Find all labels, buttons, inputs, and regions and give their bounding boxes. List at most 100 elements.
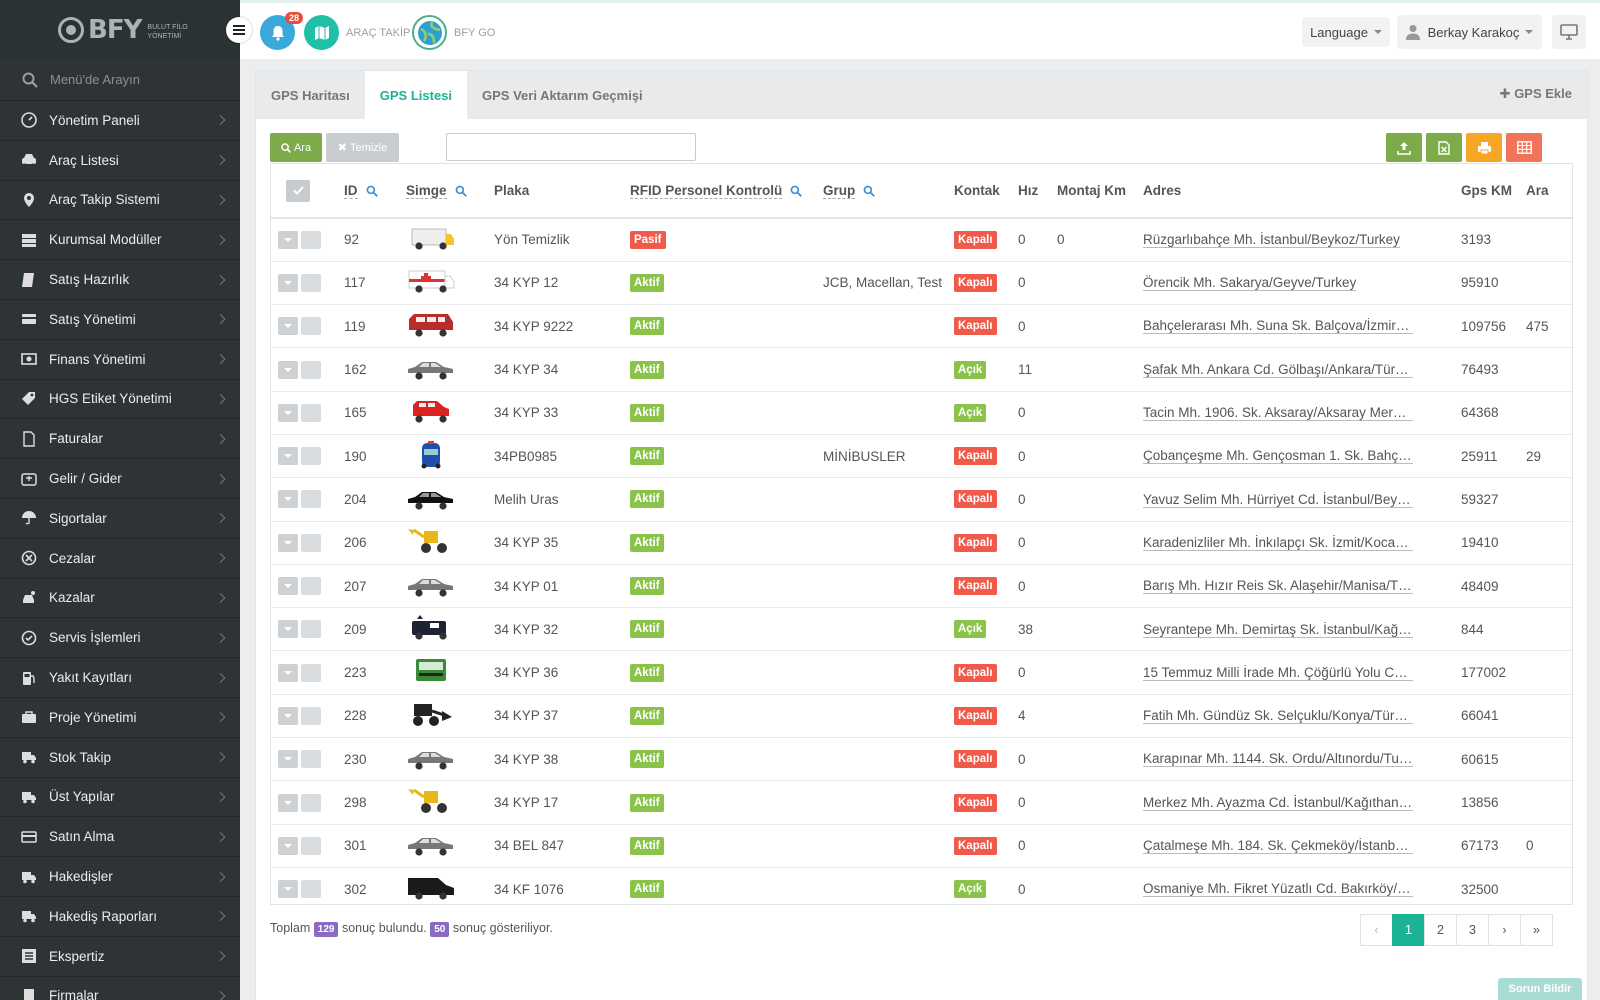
sidebar-item[interactable]: Servis İşlemleri — [0, 618, 240, 659]
row-select-checkbox[interactable] — [301, 706, 321, 725]
report-issue-button[interactable]: Sorun Bildir — [1498, 978, 1582, 1000]
row-actions-dropdown[interactable] — [278, 663, 298, 682]
tab-gps-list[interactable]: GPS Listesi — [364, 71, 468, 119]
sidebar-item[interactable]: Yönetim Paneli — [0, 101, 240, 141]
export-excel-button[interactable] — [1426, 133, 1462, 162]
row-select-checkbox[interactable] — [301, 273, 321, 292]
next-page-button[interactable]: › — [1488, 914, 1521, 946]
row-actions-dropdown[interactable] — [278, 360, 298, 379]
page-2-button[interactable]: 2 — [1424, 914, 1457, 946]
sidebar-item[interactable]: Araç Takip Sistemi — [0, 181, 240, 221]
row-actions-dropdown[interactable] — [278, 577, 298, 596]
tab-gps-map[interactable]: GPS Haritası — [271, 87, 350, 103]
sidebar-item[interactable]: Proje Yönetimi — [0, 698, 240, 738]
search-icon[interactable] — [863, 185, 876, 198]
sidebar-item[interactable]: Satış Yönetimi — [0, 300, 240, 340]
col-speed[interactable]: Hız — [1011, 164, 1050, 219]
vehicle-tracking-button[interactable] — [304, 15, 339, 50]
upload-button[interactable] — [1386, 133, 1422, 162]
row-select-checkbox[interactable] — [301, 793, 321, 812]
row-actions-dropdown[interactable] — [278, 273, 298, 292]
row-select-checkbox[interactable] — [301, 663, 321, 682]
search-button[interactable]: Ara — [270, 133, 322, 162]
col-mount-km[interactable]: Montaj Km — [1050, 164, 1136, 219]
sidebar-item[interactable]: Satın Alma — [0, 817, 240, 858]
menu-toggle-button[interactable] — [226, 17, 252, 43]
col-icon[interactable]: Simge — [399, 164, 487, 219]
row-select-checkbox[interactable] — [301, 230, 321, 249]
col-gps-km[interactable]: Gps KM — [1454, 164, 1519, 219]
address-link[interactable]: Barış Mh. Hızır Reis Sk. Alaşehir/Manisa… — [1143, 578, 1413, 595]
table-row[interactable]: 204 Melih Uras Aktif Kapalı 0 Yavuz Selim Mh.… — [271, 477, 1572, 522]
table-row[interactable]: 206 34 KYP 35 Aktif Kapalı 0 Karadenizliler M… — [271, 521, 1572, 565]
vehicle-tracking-link[interactable]: ARAÇ TAKİP — [346, 27, 411, 39]
sidebar-item[interactable]: Araç Listesi — [0, 141, 240, 181]
table-row[interactable]: 230 34 KYP 38 Aktif Kapalı 0 Karapınar Mh. 11… — [271, 737, 1572, 782]
add-gps-button[interactable]: ✚ GPS Ekle — [1500, 86, 1572, 102]
address-link[interactable]: Merkez Mh. Ayazma Cd. İstanbul/Kağıthane… — [1143, 795, 1413, 811]
row-select-checkbox[interactable] — [301, 750, 321, 769]
sidebar-item[interactable]: Üst Yapılar — [0, 778, 240, 818]
gps-table-container[interactable]: ID Simge Plaka RFID Personel Kontrolü Gr… — [270, 163, 1573, 905]
select-all-checkbox[interactable] — [286, 179, 310, 202]
row-select-checkbox[interactable] — [301, 360, 321, 379]
table-row[interactable]: 190 34PB0985 Aktif MİNİBUSLER Kapalı 0 Çobançe… — [271, 434, 1572, 479]
table-row[interactable]: 209 34 KYP 32 Aktif Açık 38 Seyrantepe Mh. De… — [271, 607, 1572, 652]
address-link[interactable]: Fatih Mh. Gündüz Sk. Selçuklu/Konya/Türk… — [1143, 708, 1413, 725]
address-link[interactable]: Karadenizliler Mh. İnkılapçı Sk. İzmit/K… — [1143, 534, 1413, 551]
row-actions-dropdown[interactable] — [278, 533, 298, 552]
sidebar-item[interactable]: Stok Takip — [0, 738, 240, 778]
sidebar-item[interactable]: Gelir / Gider — [0, 459, 240, 499]
sidebar-item[interactable]: Yakıt Kayıtları — [0, 658, 240, 698]
row-actions-dropdown[interactable] — [278, 490, 298, 509]
page-3-button[interactable]: 3 — [1456, 914, 1489, 946]
address-link[interactable]: Osmaniye Mh. Fikret Yüzatlı Cd. Bakırköy… — [1143, 881, 1413, 898]
row-select-checkbox[interactable] — [301, 490, 321, 509]
address-link[interactable]: Çatalmeşe Mh. 184. Sk. Çekmeköy/İstanbul… — [1143, 838, 1413, 855]
row-select-checkbox[interactable] — [301, 836, 321, 855]
col-id[interactable]: ID — [337, 164, 399, 219]
fullscreen-button[interactable] — [1552, 15, 1586, 49]
col-group[interactable]: Grup — [816, 164, 947, 219]
search-icon[interactable] — [455, 185, 467, 198]
search-icon[interactable] — [366, 185, 378, 198]
col-plate[interactable]: Plaka — [487, 164, 623, 219]
columns-button[interactable] — [1506, 133, 1542, 162]
address-link[interactable]: Şafak Mh. Ankara Cd. Gölbaşı/Ankara/Türk… — [1143, 361, 1413, 378]
row-select-checkbox[interactable] — [301, 317, 321, 336]
row-select-checkbox[interactable] — [301, 447, 321, 466]
row-select-checkbox[interactable] — [301, 403, 321, 422]
prev-page-button[interactable]: ‹ — [1360, 914, 1393, 946]
col-address[interactable]: Adres — [1136, 164, 1454, 219]
notifications-button[interactable]: 28 — [260, 12, 303, 50]
table-row[interactable]: 223 34 KYP 36 Aktif Kapalı 0 15 Temmuz Milli … — [271, 650, 1572, 695]
sidebar-item[interactable]: Hakedişler — [0, 857, 240, 897]
user-menu[interactable]: Berkay Karakoç — [1397, 15, 1542, 49]
sidebar-item[interactable]: Hakediş Raporları — [0, 897, 240, 937]
row-actions-dropdown[interactable] — [278, 793, 298, 812]
address-link[interactable]: Karapınar Mh. 1144. Sk. Ordu/Altınordu/T… — [1143, 751, 1413, 768]
address-link[interactable]: Örencik Mh. Sakarya/Geyve/Turkey — [1143, 275, 1357, 292]
row-actions-dropdown[interactable] — [278, 447, 298, 466]
table-row[interactable]: 228 34 KYP 37 Aktif Kapalı 4 Fatih Mh. Gündüz… — [271, 694, 1572, 739]
address-link[interactable]: Çobançeşme Mh. Gençosman 1. Sk. Bahçelie… — [1143, 448, 1413, 465]
address-link[interactable]: Rüzgarlıbahçe Mh. İstanbul/Beykoz/Turkey — [1143, 232, 1400, 249]
table-row[interactable]: 301 34 BEL 847 Aktif Kapalı 0 Çatalmeşe Mh. 1… — [271, 824, 1572, 868]
address-link[interactable]: Bahçelerarası Mh. Suna Sk. Balçova/İzmir… — [1143, 318, 1413, 335]
bfy-go-link[interactable]: BFY GO — [454, 27, 496, 39]
row-actions-dropdown[interactable] — [278, 836, 298, 855]
print-button[interactable] — [1466, 133, 1502, 162]
table-row[interactable]: 117 34 KYP 12 Aktif JCB, Macellan, Test Kapa… — [271, 261, 1572, 306]
row-actions-dropdown[interactable] — [278, 880, 298, 899]
row-select-checkbox[interactable] — [301, 880, 321, 899]
sidebar-item[interactable]: Kazalar — [0, 579, 240, 619]
sidebar-search[interactable]: Menü'de Arayın — [0, 59, 240, 101]
table-row[interactable]: 92 Yön Temizlik Pasif Kapalı 0 0 Rüzgarlıbahçe… — [271, 218, 1572, 262]
address-link[interactable]: Tacin Mh. 1906. Sk. Aksaray/Aksaray Merk… — [1143, 405, 1413, 422]
bfy-go-logo[interactable] — [412, 15, 447, 50]
table-row[interactable]: 162 34 KYP 34 Aktif Açık 11 Şafak Mh. Ankara … — [271, 347, 1572, 392]
table-row[interactable]: 165 34 KYP 33 Aktif Açık 0 Tacin Mh. 1906. Sk… — [271, 391, 1572, 435]
table-row[interactable]: 298 34 KYP 17 Aktif Kapalı 0 Merkez Mh. Ayazm… — [271, 780, 1572, 825]
row-select-checkbox[interactable] — [301, 620, 321, 639]
row-actions-dropdown[interactable] — [278, 750, 298, 769]
